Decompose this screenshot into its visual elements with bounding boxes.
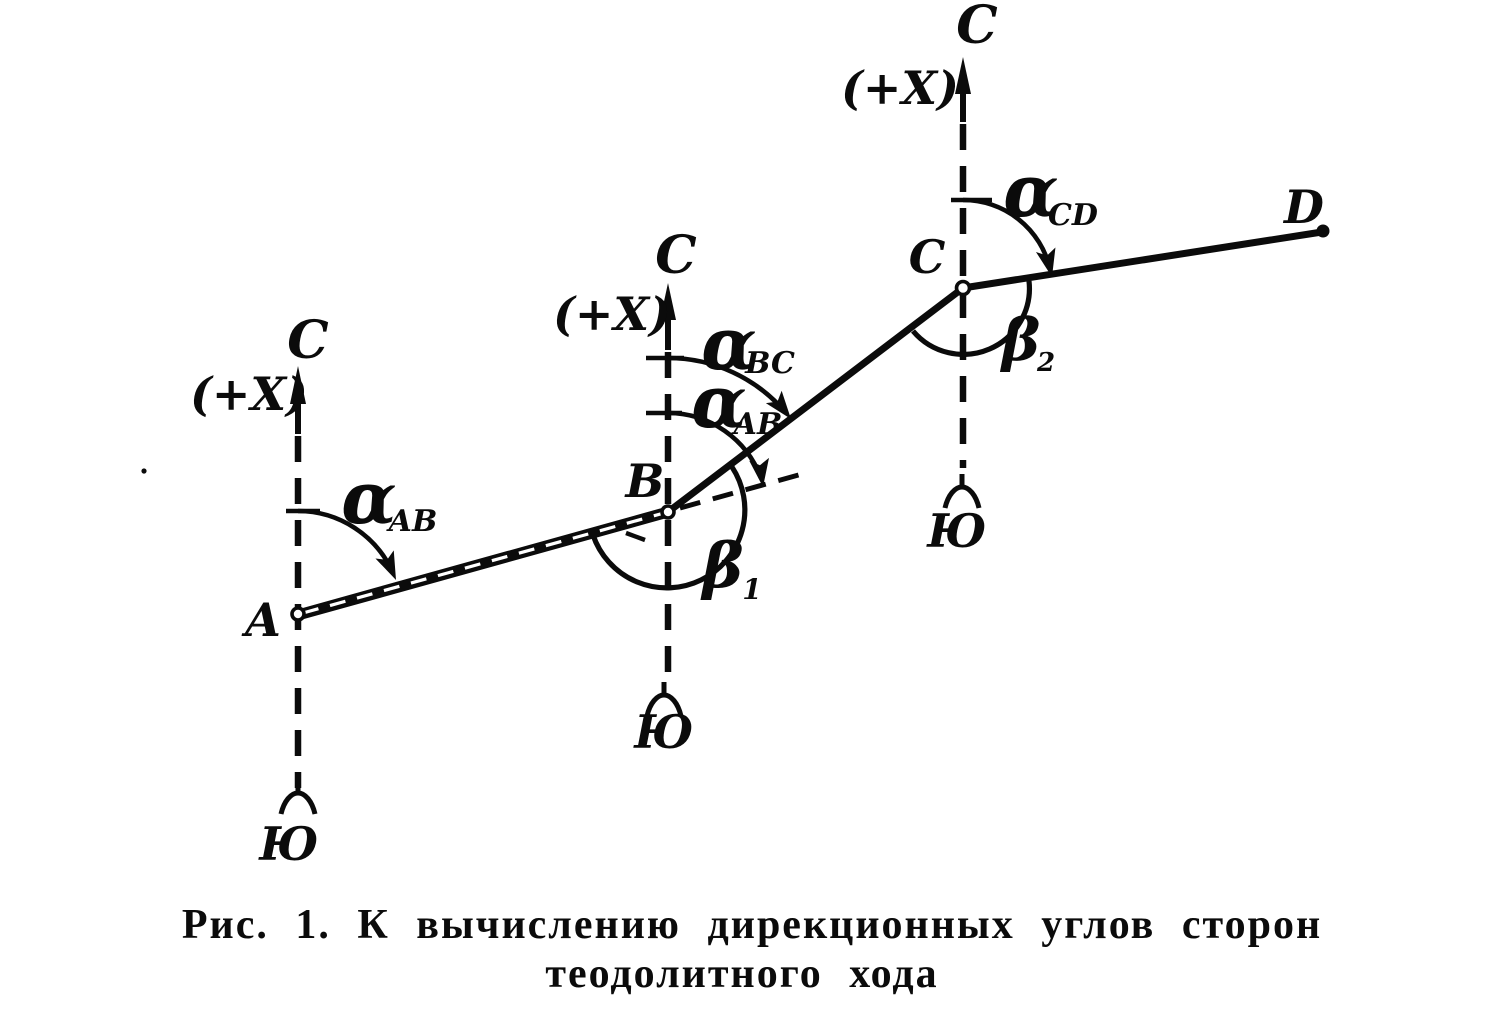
traverse-angle-beta-2-at-c xyxy=(911,280,1033,357)
beta-1-sublabel: 1 xyxy=(742,573,761,606)
angle-arc-alpha-cd xyxy=(962,197,1053,270)
direction-angle-alpha-ab-at-b xyxy=(646,410,770,487)
alpha-bc-at-b-label: α xyxy=(701,301,756,386)
south-end-icon xyxy=(942,474,982,509)
alpha-ab-at-a-sublabel: AB xyxy=(386,504,438,539)
beta-2-sublabel: 2 xyxy=(1036,348,1055,378)
north-arrow-icon xyxy=(290,366,306,404)
point-label-a: A xyxy=(241,593,281,647)
meridian-b-north-label: С xyxy=(655,225,696,286)
meridian-b-south-label: Ю xyxy=(632,705,693,759)
side-ab-extension-dashed xyxy=(679,471,803,511)
point-label-b: B xyxy=(624,454,665,508)
angle-arc-beta-1 xyxy=(590,465,748,591)
scan-speck xyxy=(141,468,147,474)
arc-arrowhead-icon xyxy=(1035,247,1056,277)
direction-angle-alpha-bc-at-b xyxy=(646,355,791,419)
point-marker-b xyxy=(660,504,676,520)
meridian-a-south-label: Ю xyxy=(257,817,318,871)
south-end-icon xyxy=(644,682,684,717)
beta-2-label: β xyxy=(1000,306,1041,374)
traverse-angle-beta-1-at-b xyxy=(590,465,748,591)
traverse-sides xyxy=(292,228,1326,621)
alpha-cd-at-c-sublabel: CD xyxy=(1048,198,1098,233)
point-label-d: D xyxy=(1282,180,1324,234)
meridian-b-axis-label: (+X) xyxy=(553,287,671,341)
side-ab-centerline xyxy=(302,511,665,615)
point-label-c: C xyxy=(909,230,946,284)
beta-1-label: β xyxy=(700,529,743,602)
meridian-a-north-label: С xyxy=(287,310,328,371)
north-arrow-icon xyxy=(955,57,971,94)
arc-arrowhead-icon xyxy=(749,457,770,487)
figure-caption-line2: теодолитного хода xyxy=(545,951,938,997)
north-arrow-icon xyxy=(660,283,676,320)
angle-arc-beta-2 xyxy=(911,280,1033,357)
alpha-ab-at-a-label: α xyxy=(341,455,396,540)
arc-arrowhead-icon xyxy=(765,390,791,419)
direction-angle-alpha-ab-at-a xyxy=(286,508,396,580)
side-cd-line xyxy=(959,228,1326,292)
alpha-cd-at-c-label: α xyxy=(1003,148,1058,233)
small-tick xyxy=(625,530,646,543)
meridian-c: С (+X) Ю xyxy=(841,0,998,558)
meridian-c-axis-label: (+X) xyxy=(841,61,959,115)
point-marker-c xyxy=(954,279,972,297)
meridian-b: С (+X) Ю xyxy=(553,225,697,759)
figure-caption-line1: Рис. 1. К вычислению дирекционных углов … xyxy=(182,902,1322,948)
point-marker-d xyxy=(1316,224,1330,238)
alpha-ab-at-b-sublabel: AB xyxy=(731,407,783,442)
alpha-bc-at-b-sublabel: BC xyxy=(744,346,795,381)
south-end-icon xyxy=(278,780,318,815)
meridian-c-south-label: Ю xyxy=(925,504,986,558)
point-marker-a xyxy=(290,606,306,622)
side-bc-line xyxy=(664,284,967,516)
arc-arrowhead-icon xyxy=(375,550,396,580)
meridian-c-north-label: С xyxy=(956,0,997,56)
direction-angle-alpha-cd-at-c xyxy=(951,197,1056,277)
meridian-a: С (+X) Ю xyxy=(190,310,329,871)
meridian-a-axis-label: (+X) xyxy=(190,367,308,421)
angle-arc-alpha-bc xyxy=(667,355,788,415)
alpha-ab-at-b-label: α xyxy=(691,359,746,444)
